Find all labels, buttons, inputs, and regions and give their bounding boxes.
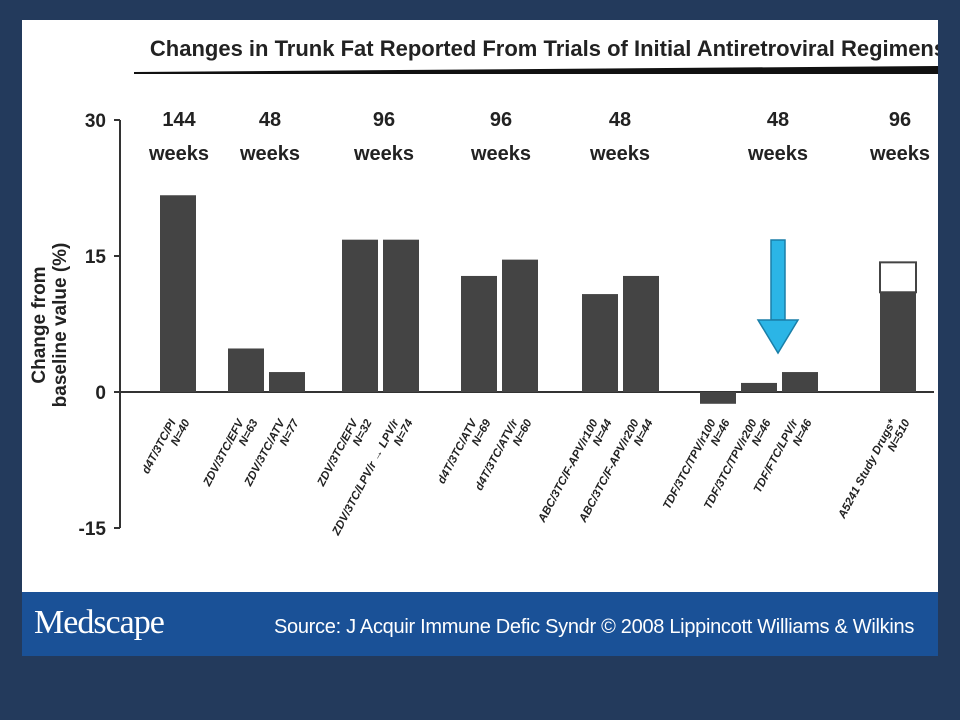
duration-unit: weeks	[148, 143, 209, 165]
y-axis-title-line2: baseline value (%)	[50, 243, 71, 408]
bar	[160, 195, 196, 392]
duration-unit: weeks	[747, 143, 808, 165]
y-tick-label: 30	[85, 111, 106, 132]
down-arrow-icon	[756, 239, 800, 355]
bar	[700, 392, 736, 404]
bar	[228, 348, 264, 392]
y-axis-title-line1: Change from	[29, 266, 50, 383]
slide-panel: Changes in Trunk Fat Reported From Trial…	[22, 20, 938, 592]
x-tick-label: d4T/3TC/PI	[140, 417, 179, 476]
bar	[782, 372, 818, 392]
x-tick-label: A5241 Study Drugs*	[836, 417, 899, 521]
duration-number: 96	[889, 109, 911, 131]
bar	[880, 292, 916, 392]
duration-headers: 144 weeks 48 weeks 96 weeks 96 weeks 48 weeks 48 we…	[148, 109, 930, 165]
bar	[741, 382, 777, 392]
x-tick-label: ZDV/3TC/EFV	[201, 417, 247, 490]
duration-number: 96	[373, 109, 395, 131]
bar	[269, 372, 305, 392]
y-tick-label: 15	[85, 247, 107, 268]
source-citation: Source: J Acquir Immune Defic Syndr © 20…	[274, 616, 915, 638]
duration-unit: weeks	[470, 143, 531, 165]
bar	[502, 259, 538, 392]
y-tick-label: -15	[79, 519, 107, 540]
duration-unit: weeks	[869, 143, 930, 165]
footer-bar: Medscape Source: J Acquir Immune Defic S…	[22, 592, 938, 656]
duration-number: 96	[490, 109, 512, 131]
duration-number: 48	[609, 109, 631, 131]
y-tick-label: 0	[95, 383, 106, 404]
trunk-fat-chart: Changes in Trunk Fat Reported From Trial…	[29, 36, 938, 540]
bar-stacked-extra	[879, 261, 917, 294]
duration-unit: weeks	[239, 143, 300, 165]
duration-number: 144	[162, 109, 196, 131]
duration-unit: weeks	[589, 143, 650, 165]
bars	[160, 195, 917, 404]
x-tick-labels: d4T/3TC/PIN=40 ZDV/3TC/EFVN=63ZDV/3TC/ATV…	[140, 417, 913, 539]
down-arrow-shaft	[770, 239, 786, 321]
chart-title: Changes in Trunk Fat Reported From Trial…	[150, 36, 938, 61]
duration-number: 48	[767, 109, 789, 131]
bar	[342, 239, 378, 392]
bar	[383, 239, 419, 392]
x-tick-label: ZDV/3TC/EFV	[315, 417, 361, 490]
y-axis-title: Change from baseline value (%)	[29, 243, 71, 408]
medscape-logo: Medscape	[34, 604, 165, 641]
duration-number: 48	[259, 109, 281, 131]
duration-unit: weeks	[353, 143, 414, 165]
bar	[582, 294, 618, 392]
bar	[461, 275, 497, 392]
title-underline	[134, 66, 938, 74]
down-arrow-head	[756, 319, 800, 355]
x-tick-label: d4T/3TC/ATV	[436, 417, 480, 486]
bar	[623, 275, 659, 392]
